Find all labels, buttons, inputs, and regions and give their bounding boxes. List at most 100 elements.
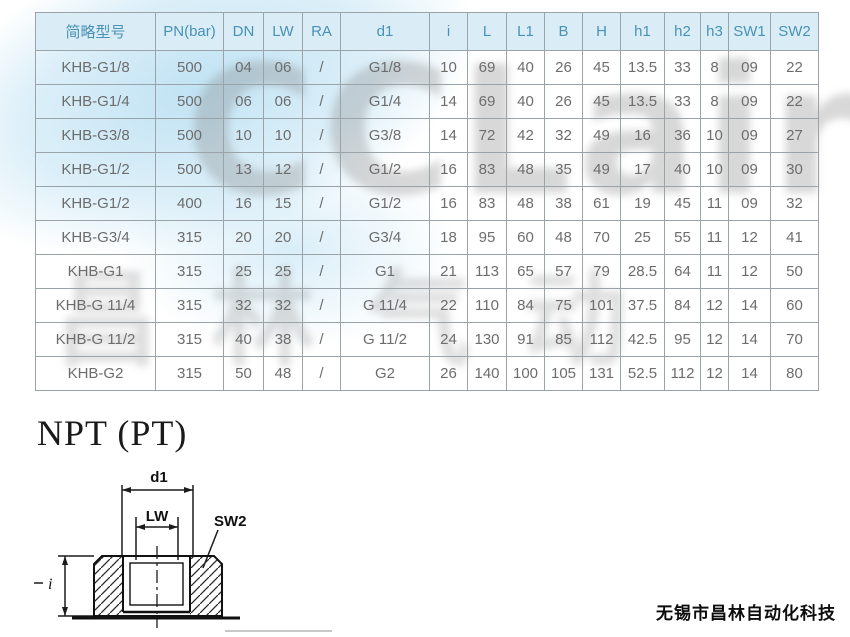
value-cell: 130 [467, 322, 507, 357]
value-cell: 48 [544, 220, 583, 255]
value-cell: G1 [340, 254, 430, 289]
value-cell: 09 [728, 186, 771, 221]
value-cell: 315 [155, 288, 224, 323]
value-cell: 12 [700, 322, 729, 357]
value-cell: 40 [223, 322, 264, 357]
value-cell: 20 [223, 220, 264, 255]
value-cell: 84 [664, 288, 701, 323]
value-cell: 13.5 [620, 84, 665, 119]
value-cell: 32 [770, 186, 819, 221]
dim-label-lw: LW [146, 508, 169, 525]
table-row: KHB-G1/2 500 13 12/G1/2 16 83 48 35 49 17 40 10 09 30 [35, 152, 819, 187]
column-header: d1 [340, 12, 430, 51]
value-cell: 315 [155, 254, 224, 289]
value-cell: 49 [582, 118, 621, 153]
value-cell: 10 [263, 118, 303, 153]
model-cell: KHB-G3/8 [35, 118, 156, 153]
value-cell: 70 [770, 322, 819, 357]
value-cell: 32 [223, 288, 264, 323]
value-cell: 91 [506, 322, 545, 357]
value-cell: 14 [429, 118, 468, 153]
value-cell: 60 [770, 288, 819, 323]
value-cell: 95 [467, 220, 507, 255]
value-cell: / [302, 288, 341, 323]
value-cell: 12 [728, 254, 771, 289]
value-cell: 50 [770, 254, 819, 289]
dim-label-sw2: SW2 [214, 513, 247, 530]
value-cell: G1/4 [340, 84, 430, 119]
value-cell: 69 [467, 84, 507, 119]
value-cell: 16 [620, 118, 665, 153]
value-cell: 10 [429, 50, 468, 85]
column-header: B [544, 12, 583, 51]
value-cell: 26 [544, 84, 583, 119]
table-row: KHB-G3/8 500 10 10/G3/8 14 72 42 32 49 16 36 10 09 27 [35, 118, 819, 153]
model-cell: KHB-G1/8 [35, 50, 156, 85]
value-cell: 112 [582, 322, 621, 357]
model-cell: KHB-G1/4 [35, 84, 156, 119]
value-cell: 84 [506, 288, 545, 323]
value-cell: 21 [429, 254, 468, 289]
table-row: KHB-G 11/4 315 32 32/G 11/4 22 110 84 75 101 37.5… [35, 288, 819, 323]
value-cell: 18 [429, 220, 468, 255]
table-row: KHB-G1/8 500 04 06/G1/8 10 69 40 26 45 13.5 33 8 09 2… [35, 50, 819, 85]
value-cell: 112 [664, 356, 701, 391]
value-cell: 500 [155, 84, 224, 119]
value-cell: G1/2 [340, 186, 430, 221]
value-cell: 11 [700, 186, 729, 221]
value-cell: 57 [544, 254, 583, 289]
value-cell: 16 [429, 186, 468, 221]
value-cell: 79 [582, 254, 621, 289]
value-cell: 83 [467, 152, 507, 187]
value-cell: 49 [582, 152, 621, 187]
value-cell: 14 [728, 356, 771, 391]
value-cell: 8 [700, 50, 729, 85]
value-cell: G 11/4 [340, 288, 430, 323]
value-cell: 500 [155, 118, 224, 153]
value-cell: 37.5 [620, 288, 665, 323]
column-header: H [582, 12, 621, 51]
column-header: SW1 [728, 12, 771, 51]
column-header: 简略型号 [35, 12, 156, 51]
value-cell: 55 [664, 220, 701, 255]
value-cell: 09 [728, 84, 771, 119]
value-cell: 09 [728, 152, 771, 187]
value-cell: G3/8 [340, 118, 430, 153]
value-cell: G1/2 [340, 152, 430, 187]
value-cell: 22 [770, 50, 819, 85]
column-header: DN [223, 12, 264, 51]
value-cell: 500 [155, 152, 224, 187]
value-cell: 16 [429, 152, 468, 187]
value-cell: 45 [582, 84, 621, 119]
value-cell: 25 [223, 254, 264, 289]
value-cell: 50 [223, 356, 264, 391]
value-cell: 10 [700, 118, 729, 153]
value-cell: 22 [770, 84, 819, 119]
value-cell: / [302, 220, 341, 255]
value-cell: 11 [700, 254, 729, 289]
value-cell: 26 [429, 356, 468, 391]
value-cell: 110 [467, 288, 507, 323]
model-cell: KHB-G1 [35, 254, 156, 289]
value-cell: 13 [223, 152, 264, 187]
value-cell: 315 [155, 322, 224, 357]
model-cell: KHB-G 11/2 [35, 322, 156, 357]
value-cell: 42.5 [620, 322, 665, 357]
value-cell: 14 [429, 84, 468, 119]
value-cell: G2 [340, 356, 430, 391]
value-cell: 315 [155, 356, 224, 391]
value-cell: 40 [506, 50, 545, 85]
value-cell: 06 [263, 84, 303, 119]
value-cell: 26 [544, 50, 583, 85]
value-cell: 45 [582, 50, 621, 85]
table-row: KHB-G3/4 315 20 20/G3/4 18 95 60 48 70 25 55 11 12 41 [35, 220, 819, 255]
table-row: KHB-G1 315 25 25/G1 21 113 65 57 79 28.5 64 11 12 50 [35, 254, 819, 289]
value-cell: 85 [544, 322, 583, 357]
model-cell: KHB-G3/4 [35, 220, 156, 255]
value-cell: 52.5 [620, 356, 665, 391]
value-cell: 41 [770, 220, 819, 255]
column-header: i [429, 12, 468, 51]
value-cell: 64 [664, 254, 701, 289]
model-cell: KHB-G 11/4 [35, 288, 156, 323]
